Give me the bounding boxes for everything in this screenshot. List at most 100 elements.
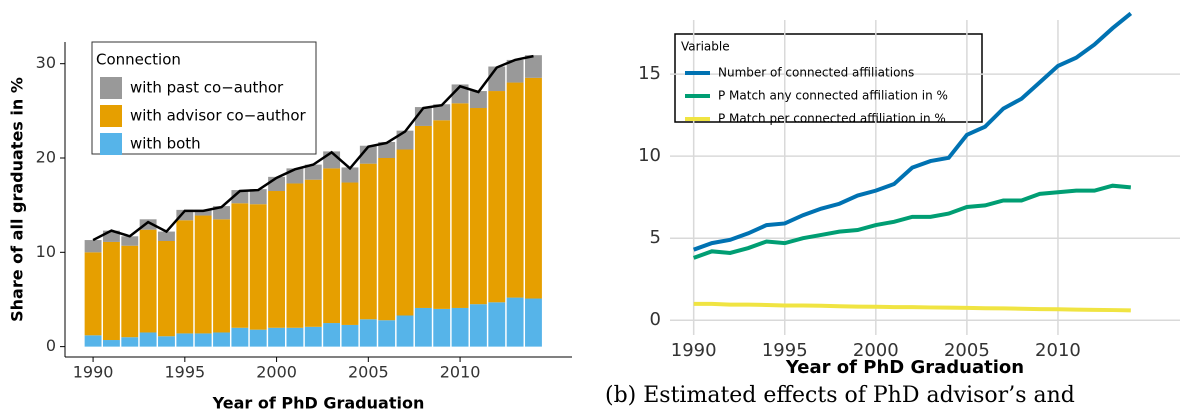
bar-segment	[139, 332, 157, 347]
bar-segment	[488, 91, 506, 303]
bar-segment	[414, 307, 432, 347]
bar-segment	[525, 298, 542, 347]
x-tick-label: 2005	[944, 340, 990, 361]
bar-segment	[525, 77, 542, 299]
x-axis-title: Year of PhD Graduation	[212, 394, 425, 412]
bar-segment	[525, 55, 542, 78]
series-line	[693, 183, 1131, 260]
bar-segment	[176, 333, 194, 347]
legend-label: P Match per connected affiliation in %	[718, 112, 946, 126]
legend-box	[91, 41, 317, 155]
bar-segment	[341, 182, 359, 325]
series-line	[693, 301, 1131, 313]
x-tick-label: 1990	[73, 363, 114, 382]
caption: (b) Estimated effects of PhD advisor’s a…	[605, 383, 1075, 408]
bar-segment	[396, 130, 414, 150]
bar-segment	[139, 219, 157, 230]
bar-segment	[194, 215, 212, 334]
bar-segment	[286, 183, 304, 328]
legend-box	[674, 33, 983, 123]
bar-segment	[341, 167, 359, 183]
x-tick-label: 1995	[762, 340, 808, 361]
bar-segment	[139, 229, 157, 333]
legend-label: with past co−author	[130, 79, 284, 97]
bar-segment	[102, 230, 120, 242]
bar-segment	[194, 209, 212, 216]
bar-segment	[194, 333, 212, 347]
bar-segment	[396, 149, 414, 316]
bar-segment	[304, 326, 322, 347]
bar-segment	[213, 206, 230, 220]
bar-segment	[341, 324, 359, 347]
bar-segment	[469, 304, 487, 347]
x-tick-label: 2010	[440, 363, 481, 382]
x-tick-label: 2000	[256, 363, 297, 382]
y-tick-label: 15	[638, 63, 661, 84]
bar-segment	[84, 252, 102, 336]
legend-label: with both	[130, 135, 201, 153]
bar-segment	[506, 297, 524, 347]
bar-segment	[378, 158, 396, 321]
y-tick-label: 10	[36, 242, 56, 261]
y-tick-label: 0	[650, 309, 661, 330]
legend-swatch	[100, 133, 122, 155]
bar-segment	[451, 103, 469, 308]
x-tick-label: 1990	[671, 340, 717, 361]
bar-segment	[506, 59, 524, 83]
legend-label: with advisor co−author	[130, 107, 307, 125]
x-tick-label: 2010	[1035, 340, 1081, 361]
bar-segment	[231, 203, 249, 328]
bar-segment	[469, 108, 487, 305]
bar-segment	[433, 120, 451, 309]
y-tick-label: 5	[650, 227, 661, 248]
legend-title: Variable	[681, 40, 730, 54]
bar-segment	[506, 82, 524, 298]
bar-segment	[488, 66, 506, 92]
legend-swatch	[100, 105, 122, 127]
y-axis-title: Share of all graduates in %	[8, 77, 27, 322]
y-tick-label: 10	[638, 145, 661, 166]
bar-segment	[231, 327, 249, 347]
bar-segment	[469, 91, 487, 109]
bar-segment	[84, 335, 102, 347]
bar-segment	[433, 308, 451, 347]
bar-segment	[158, 336, 175, 347]
bar-segment	[323, 168, 341, 324]
x-tick-label: 1995	[164, 363, 205, 382]
bar-segment	[378, 320, 396, 347]
x-tick-label: 2005	[348, 363, 389, 382]
legend-title: Connection	[96, 51, 181, 69]
x-axis-title: Year of PhD Graduation	[785, 357, 1024, 378]
bar-segment	[268, 327, 286, 347]
bar-segment	[286, 327, 304, 347]
bar-segment	[414, 125, 432, 308]
bar-segment	[121, 236, 139, 246]
bar-segment	[213, 219, 230, 333]
bar-segment	[488, 302, 506, 347]
bar-segment	[249, 189, 267, 205]
y-tick-label: 20	[36, 148, 56, 167]
total-line	[92, 54, 534, 242]
y-tick-label: 0	[46, 336, 56, 355]
bar-segment	[396, 315, 414, 347]
series-line	[693, 11, 1133, 252]
bar-segment	[378, 141, 396, 159]
y-tick-label: 30	[36, 53, 56, 72]
bar-segment	[451, 307, 469, 347]
bar-segment	[176, 220, 194, 334]
bar-segment	[176, 209, 194, 221]
bar-segment	[304, 179, 322, 327]
bar-segment	[268, 191, 286, 328]
bar-segment	[121, 337, 139, 347]
legend-label: Number of connected affiliations	[718, 66, 914, 80]
bar-segment	[158, 240, 175, 337]
bar-segment	[433, 104, 451, 121]
bar-segment	[121, 245, 139, 338]
legend-label: P Match any connected affiliation in %	[718, 89, 948, 103]
bar-segment	[249, 329, 267, 347]
bar-segment	[84, 240, 102, 253]
bar-segment	[158, 231, 175, 241]
bar-segment	[102, 241, 120, 341]
